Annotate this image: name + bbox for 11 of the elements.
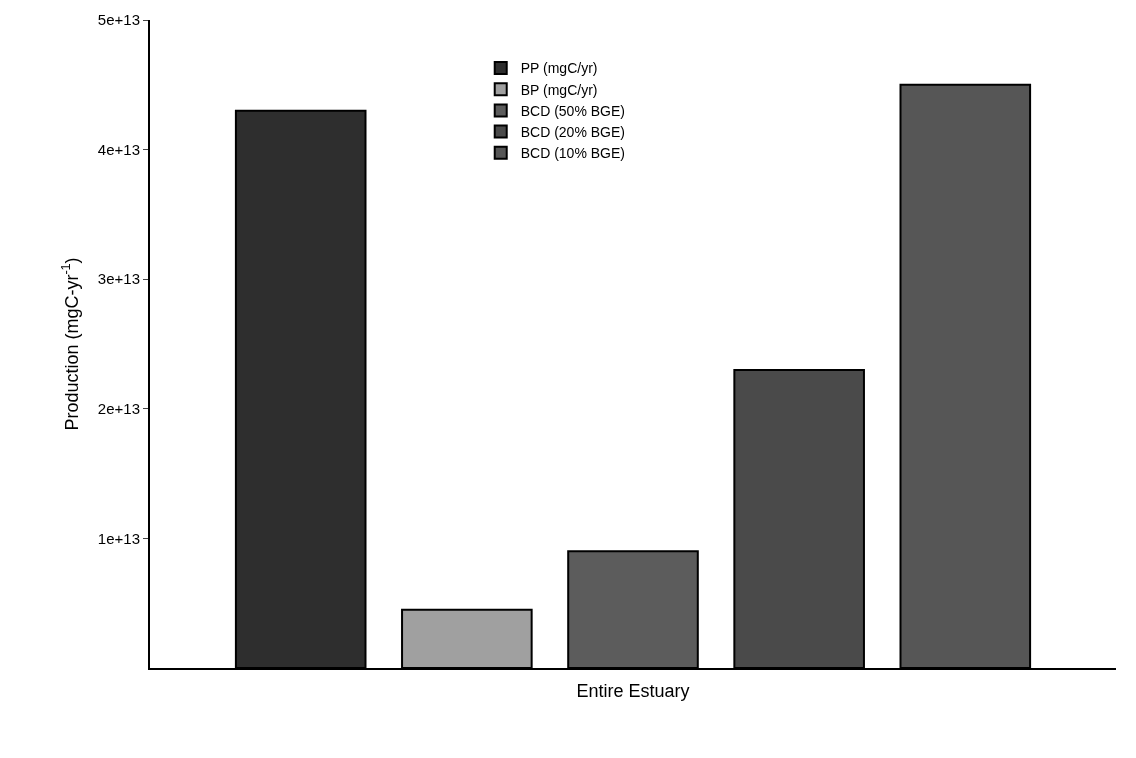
legend-label: BCD (50% BGE) (520, 102, 625, 119)
y-tick-label: 5e+13 (97, 11, 140, 29)
legend-label: BCD (10% BGE) (520, 145, 625, 162)
x-axis-title: Entire Estuary (576, 680, 690, 701)
legend-label: BCD (20% BGE) (520, 124, 625, 141)
legend-label: BP (mgC/yr) (520, 81, 598, 98)
y-tick-label: 1e+13 (97, 529, 140, 547)
y-tick-label: 3e+13 (97, 270, 140, 288)
legend-label: PP (mgC/yr) (520, 60, 598, 77)
y-tick-label: 4e+13 (97, 140, 140, 158)
y-tick-label: 2e+13 (97, 400, 140, 418)
